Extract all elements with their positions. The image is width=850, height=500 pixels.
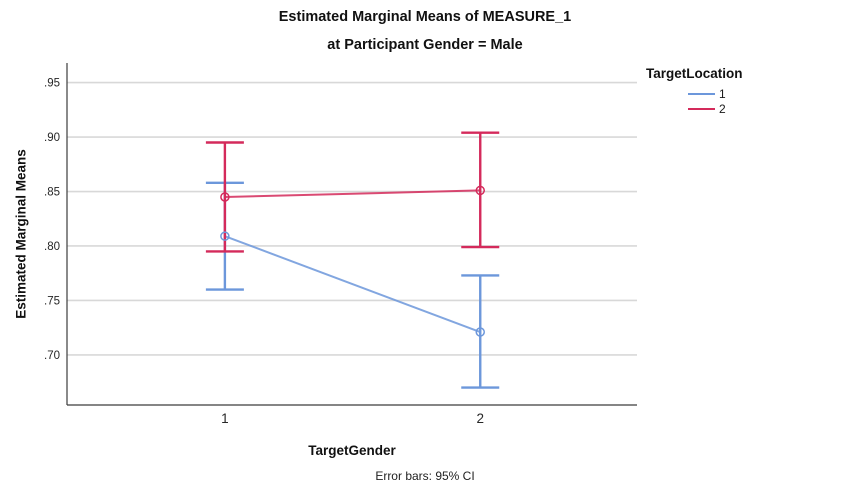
y-tick-label: .80 [44, 241, 60, 253]
data-point-marker [220, 231, 230, 241]
chart-subtitle: at Participant Gender = Male [327, 37, 523, 53]
y-tick-label: .95 [44, 78, 60, 90]
data-point-marker [475, 185, 485, 196]
legend-item-label: 1 [719, 86, 726, 101]
legend-item-label: 2 [719, 102, 726, 117]
legend-line-swatch-red [688, 108, 715, 111]
y-tick-label: .75 [44, 295, 60, 307]
legend-line-swatch-blue [688, 92, 715, 95]
series-line [224, 189, 481, 198]
legend-item-location-2: 2 [688, 102, 841, 118]
y-tick-label: .70 [44, 350, 60, 362]
chart-title: Estimated Marginal Means of MEASURE_1 [278, 9, 572, 25]
x-axis-title: TargetGender [308, 443, 396, 458]
y-axis-title: Estimated Marginal Means [13, 149, 29, 319]
legend-title: TargetLocation [646, 66, 743, 81]
y-tick-label: .85 [44, 187, 60, 199]
x-tick-label: 1 [221, 411, 229, 426]
series-line [224, 235, 481, 333]
error-bar-footnote: Error bars: 95% CI [375, 469, 475, 483]
legend: TargetLocation 1 2 [646, 66, 841, 117]
y-tick-label: .90 [44, 132, 60, 144]
data-point-marker [220, 192, 230, 202]
legend-item-location-1: 1 [688, 86, 841, 102]
data-point-marker [475, 327, 485, 337]
x-tick-label: 2 [476, 411, 484, 426]
